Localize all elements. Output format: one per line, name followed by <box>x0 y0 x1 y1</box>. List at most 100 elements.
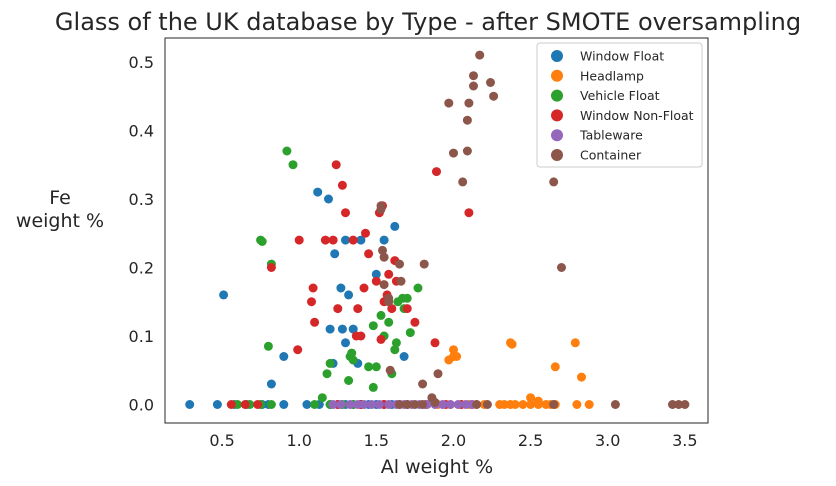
y-tick-label: 0.3 <box>129 190 154 209</box>
data-point <box>453 400 463 409</box>
data-point <box>328 235 338 245</box>
data-point <box>557 263 566 272</box>
y-tick-label: 0.5 <box>129 53 154 72</box>
y-tick-label: 0.4 <box>129 121 154 140</box>
x-tick-label: 2.5 <box>518 431 543 450</box>
data-point <box>376 204 386 214</box>
data-point <box>570 338 580 348</box>
data-point <box>410 317 420 327</box>
data-point <box>307 297 316 307</box>
plot-frame <box>164 37 709 424</box>
x-tick-label: 2.0 <box>441 431 466 450</box>
data-point <box>257 237 267 246</box>
data-point <box>410 400 420 409</box>
data-point <box>584 400 594 409</box>
data-point <box>308 283 318 293</box>
x-tick-label: 1.0 <box>286 431 311 450</box>
data-point <box>341 235 350 245</box>
data-point <box>433 369 443 379</box>
data-point <box>526 400 536 409</box>
data-point <box>438 400 448 409</box>
x-tick-label: 0.5 <box>209 431 234 450</box>
data-point <box>320 235 330 245</box>
data-point <box>449 148 458 158</box>
data-point <box>385 365 395 375</box>
data-point <box>333 304 343 314</box>
data-point <box>279 352 289 361</box>
data-point <box>294 235 304 245</box>
data-point <box>518 400 528 409</box>
data-point <box>266 400 276 409</box>
legend-label: Vehicle Float <box>580 88 660 103</box>
data-point <box>371 276 381 286</box>
y-axis-label-line: weight % <box>16 210 104 232</box>
data-point <box>462 146 472 156</box>
data-point <box>336 400 346 409</box>
data-point <box>364 362 374 372</box>
legend-box <box>536 42 703 168</box>
data-point <box>510 400 520 409</box>
data-point <box>610 400 620 409</box>
data-point <box>345 400 355 409</box>
data-point <box>402 304 412 314</box>
data-point <box>348 324 358 334</box>
data-point <box>402 293 412 303</box>
data-point <box>367 400 377 409</box>
data-point <box>322 369 332 379</box>
y-tick-label: 0.0 <box>129 396 154 415</box>
data-point <box>344 376 354 385</box>
data-point <box>356 235 366 245</box>
data-point <box>331 160 341 170</box>
data-point <box>396 276 406 286</box>
x-tick-label: 3.5 <box>672 431 697 450</box>
data-point <box>282 146 292 156</box>
legend-label: Window Non-Float <box>580 108 694 123</box>
data-point <box>364 249 374 259</box>
data-point <box>469 71 478 81</box>
data-point <box>549 400 559 409</box>
legend-label: Window Float <box>580 49 664 64</box>
legend-marker <box>551 109 563 122</box>
data-point <box>348 235 358 245</box>
data-point <box>310 317 320 327</box>
data-point <box>668 400 677 409</box>
data-point <box>293 345 303 355</box>
data-point <box>361 228 370 238</box>
data-point <box>405 328 415 338</box>
data-point <box>330 249 340 259</box>
data-point <box>549 177 559 187</box>
data-point <box>376 334 386 344</box>
data-point <box>395 259 404 269</box>
data-point <box>368 321 378 331</box>
data-point <box>413 283 423 293</box>
data-point <box>507 339 517 349</box>
data-point <box>464 98 474 108</box>
legend-marker <box>551 149 563 161</box>
legend-label: Headlamp <box>580 68 644 83</box>
data-point <box>680 400 690 409</box>
data-point <box>324 194 333 204</box>
data-point <box>469 81 478 91</box>
y-axis-ticks: 0.0 0.1 0.2 0.3 0.4 0.5 <box>129 53 154 415</box>
data-point <box>337 324 347 334</box>
data-point <box>379 252 389 262</box>
data-point <box>418 379 428 389</box>
data-points <box>185 50 690 409</box>
data-point <box>452 352 462 361</box>
data-point <box>472 400 482 409</box>
data-point <box>328 400 338 409</box>
data-point <box>371 269 381 279</box>
data-point <box>489 91 499 101</box>
x-tick-label: 1.5 <box>364 431 389 450</box>
data-point <box>341 208 350 218</box>
legend-marker <box>551 129 563 142</box>
data-point <box>572 400 582 409</box>
y-tick-label: 0.1 <box>129 327 154 346</box>
data-point <box>336 283 346 293</box>
data-point <box>391 338 401 348</box>
data-point <box>577 372 586 382</box>
legend-marker <box>551 69 563 82</box>
data-point <box>253 400 263 409</box>
data-point <box>337 180 347 190</box>
